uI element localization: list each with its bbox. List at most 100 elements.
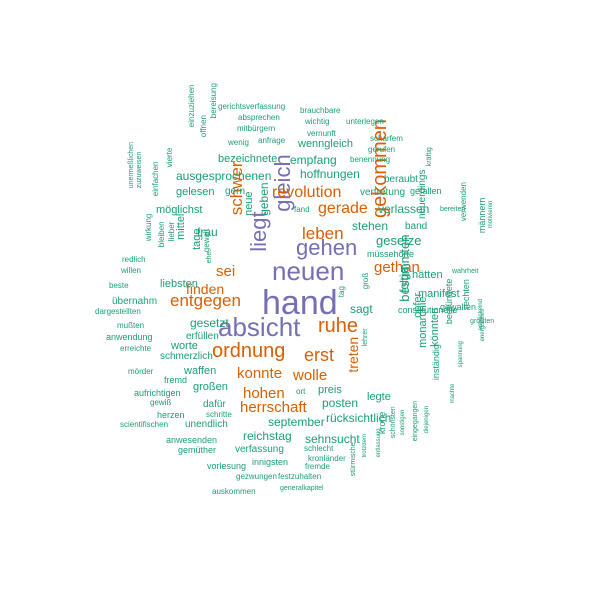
cloud-word: absicht: [218, 312, 301, 342]
cloud-word: benennung: [350, 155, 391, 164]
cloud-word: eingegangen: [412, 400, 419, 442]
cloud-word: festzuhalten: [278, 472, 322, 481]
cloud-word: liegt: [246, 211, 271, 252]
cloud-word: gewiß: [150, 398, 172, 407]
cloud-word: groß: [361, 272, 370, 290]
cloud-word: fand: [294, 205, 310, 214]
cloud-word: gemüther: [178, 445, 217, 455]
cloud-word: unendlich: [185, 419, 228, 430]
cloud-word: fremde: [305, 462, 330, 471]
cloud-word: kräftig: [426, 147, 433, 167]
cloud-word: stürmische: [350, 442, 357, 477]
cloud-word: männern: [477, 197, 487, 234]
cloud-word: sagt: [350, 302, 373, 316]
cloud-word: schmerzlich: [160, 351, 213, 362]
cloud-word: constitutionelle: [398, 305, 458, 315]
cloud-word: fremd: [164, 375, 188, 385]
cloud-word: motivieren: [488, 200, 494, 229]
cloud-word: vertretung: [360, 187, 406, 198]
cloud-word: großen: [193, 381, 228, 393]
cloud-word: redlich: [122, 255, 146, 264]
cloud-word: schritte: [206, 410, 232, 419]
cloud-word: dargestellten: [95, 307, 141, 316]
cloud-word: worte: [171, 340, 198, 352]
cloud-word: inständig: [431, 344, 441, 381]
cloud-word: gern: [225, 186, 246, 197]
cloud-word: gerichtsverfassung: [218, 102, 286, 111]
cloud-word: folge: [397, 266, 411, 293]
cloud-word: geben: [257, 182, 271, 216]
cloud-word: empfang: [290, 153, 337, 167]
cloud-word: gefallen: [410, 186, 442, 196]
cloud-word: rechten: [461, 279, 471, 310]
cloud-word: mußten: [117, 321, 145, 330]
cloud-word: herzen: [157, 410, 185, 420]
cloud-word: gesetzt: [190, 316, 229, 330]
cloud-word: vernunft: [307, 129, 336, 138]
cloud-word: verwenden: [459, 182, 468, 222]
cloud-word: treten: [345, 336, 361, 373]
cloud-word: mitbürgern: [237, 124, 276, 133]
cloud-word: anwendung: [106, 332, 153, 342]
cloud-word: erreichte: [120, 344, 152, 353]
cloud-word: gerade: [318, 200, 368, 217]
cloud-word: gethan: [374, 259, 420, 276]
cloud-word: waffen: [184, 365, 217, 377]
cloud-word: begründete: [444, 278, 454, 325]
cloud-word: tag: [337, 286, 346, 298]
cloud-word: gesetze: [376, 233, 422, 248]
cloud-word: hätten: [412, 269, 443, 281]
cloud-word: innigsten: [252, 457, 289, 467]
cloud-word: kronländer: [308, 454, 346, 463]
cloud-word: wahrheit: [452, 268, 479, 275]
cloud-word: scharfem: [370, 134, 403, 143]
cloud-word: generalkapitel: [280, 485, 324, 492]
cloud-word: absprechen: [238, 113, 280, 122]
cloud-word: müssehörte: [367, 249, 415, 259]
cloud-word: unermeßlichen: [128, 141, 135, 189]
cloud-word: bleiben: [157, 221, 166, 248]
cloud-word: anfrage: [258, 136, 286, 145]
cloud-word: finden: [186, 281, 225, 297]
cloud-word: hand: [262, 284, 338, 322]
cloud-word: wolle: [293, 367, 328, 384]
cloud-word: gerufen: [368, 145, 396, 154]
cloud-word: wichtig: [305, 117, 330, 126]
cloud-word: brauchbare: [300, 106, 341, 115]
cloud-word: lehrer: [362, 328, 369, 347]
cloud-word: übernahm: [112, 296, 158, 307]
cloud-word: spannung: [458, 341, 464, 368]
cloud-word: ordnung: [212, 340, 286, 362]
cloud-word: rücksichtlich: [326, 411, 392, 425]
cloud-word: ruhe: [318, 315, 359, 337]
cloud-word: revolution: [272, 184, 342, 201]
cloud-word: zuzuweisen: [136, 151, 143, 189]
cloud-word: hoffnungen: [300, 167, 360, 181]
cloud-word: gelesen: [176, 186, 215, 198]
cloud-word: trotzdem: [362, 434, 368, 458]
cloud-word: gewalt: [202, 229, 211, 253]
cloud-word: diejenigen: [424, 406, 430, 434]
cloud-word: anwesenden: [166, 435, 218, 445]
cloud-word: posten: [322, 396, 359, 410]
cloud-word: dafür: [203, 399, 226, 410]
cloud-word: vierte: [165, 147, 174, 168]
cloud-word: erst: [304, 345, 335, 365]
cloud-word: vorlesung: [207, 461, 247, 471]
cloud-word: willen: [121, 266, 142, 275]
cloud-word: beraubt: [384, 174, 418, 185]
cloud-word: ausgesprochenen: [176, 169, 272, 183]
cloud-word: neuerdings: [417, 169, 428, 219]
cloud-word: september: [268, 415, 325, 429]
cloud-word: reichstag: [243, 429, 292, 443]
cloud-word: aufrichtigen: [134, 388, 181, 398]
cloud-word: neue: [243, 191, 255, 216]
cloud-word: unterlegen: [346, 117, 384, 126]
cloud-word: gewalten: [440, 302, 477, 312]
cloud-word: liebsten: [160, 278, 198, 290]
cloud-word: ehe: [206, 251, 213, 264]
cloud-word: entlassung: [376, 428, 382, 458]
cloud-word: sei: [216, 263, 236, 280]
cloud-word: hohen: [243, 385, 285, 402]
